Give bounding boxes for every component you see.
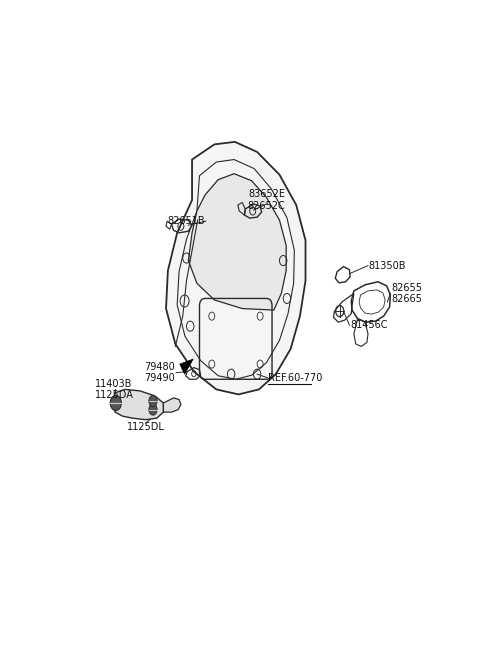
Polygon shape [188, 174, 286, 310]
Text: 81456C: 81456C [350, 320, 388, 330]
Circle shape [149, 404, 157, 415]
Polygon shape [112, 390, 163, 420]
Text: 82655
82665: 82655 82665 [391, 283, 422, 304]
Text: 79480
79490: 79480 79490 [144, 362, 175, 384]
Text: 83652E
82652C: 83652E 82652C [248, 189, 285, 211]
Text: 82651B: 82651B [168, 216, 205, 226]
Circle shape [110, 396, 121, 411]
Text: REF.60-770: REF.60-770 [268, 373, 323, 382]
Text: 81350B: 81350B [369, 260, 406, 271]
Text: 11403B
1125DA: 11403B 1125DA [96, 379, 134, 400]
Polygon shape [180, 359, 193, 374]
Polygon shape [166, 142, 305, 394]
Polygon shape [163, 398, 181, 412]
Circle shape [149, 396, 157, 407]
Text: 1125DL: 1125DL [127, 422, 165, 432]
